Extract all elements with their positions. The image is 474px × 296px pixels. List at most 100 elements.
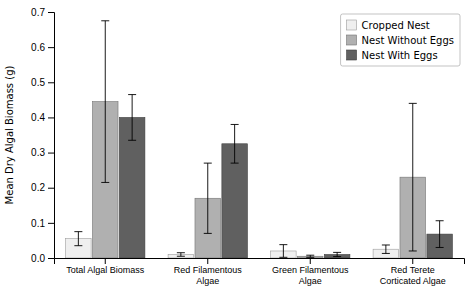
legend-label: Cropped Nest [362,20,430,31]
error-bar [177,253,185,257]
error-bar [74,232,82,246]
error-bar-stem [439,221,440,248]
legend-item: Cropped Nest [347,20,430,31]
y-tick-mark [48,188,54,189]
legend-swatch [347,35,357,45]
error-bar-stem [234,124,235,163]
legend-label: Nest With Eggs [362,50,438,61]
error-bar-cap [231,163,239,164]
error-bar-cap [333,252,341,253]
y-tick-mark [48,12,54,13]
error-bar-stem [78,232,79,246]
error-bar-cap [333,256,341,257]
x-tick-label-line: Total Algal Biomass [66,265,145,275]
error-bar [306,255,314,257]
error-bar-stem [105,21,106,183]
y-tick-label: 0.3 [31,147,45,158]
y-tick-label: 0.7 [31,7,45,18]
legend: Cropped Nest Nest Without Eggs Nest With E… [341,14,460,66]
x-tick-label-line: Green Filamentous [272,265,349,275]
error-bar [409,103,417,251]
error-bar-cap [101,182,109,183]
x-tick-mark [105,258,106,264]
error-bar-cap [177,252,185,253]
legend-label: Nest Without Eggs [362,35,454,46]
x-axis-line [55,259,465,265]
x-tick: Red FilamentousAlgae [174,258,243,286]
error-bar-cap [409,103,417,104]
x-tick-label-line: Red Filamentous [174,265,243,275]
error-bar [436,221,444,248]
x-tick-label: Total Algal Biomass [66,265,145,275]
chart: 0.0 0.1 0.2 0.3 0.4 0.5 0.6 0.7 Total Algal Biom… [0,0,474,296]
error-bar-cap [436,220,444,221]
error-bar-stem [180,253,181,257]
x-tick-label-line: Algae [299,276,322,286]
error-bar-cap [409,250,417,251]
error-bar [333,252,341,256]
error-bar-cap [204,163,212,164]
error-bar [279,245,287,258]
x-axis: Total Algal BiomassRed FilamentousAlgaeG… [55,258,465,286]
y-tick: 0.6 [31,42,54,53]
error-bar-stem [337,252,338,256]
error-bar-stem [385,245,386,253]
y-tick: 0.7 [31,7,54,18]
y-tick: 0.5 [31,77,54,88]
series [119,95,452,258]
y-axis-title: Mean Dry Algal Biomass (g) [4,66,15,205]
legend-item: Nest With Eggs [347,50,438,61]
error-bar-cap [204,233,212,234]
y-axis-line [48,13,55,259]
error-bar [382,245,390,253]
error-bar-cap [382,253,390,254]
error-bar-cap [177,256,185,257]
y-tick: 0.1 [31,218,54,229]
error-bar-cap [101,20,109,21]
error-bar-stem [283,245,284,258]
plot-area: 0.0 0.1 0.2 0.3 0.4 0.5 0.6 0.7 Total Algal Biom… [31,7,464,286]
error-bar [231,124,239,163]
error-bar [101,21,109,183]
x-tick-mark [310,258,311,264]
y-tick-mark [48,153,54,154]
error-bar-cap [128,140,136,141]
error-bar-cap [74,231,82,232]
legend-swatch [347,20,357,30]
error-bar-stem [132,95,133,141]
x-tick-label-line: Corticated Algae [380,276,446,286]
legend-item: Nest Without Eggs [347,35,454,46]
error-bar-cap [382,244,390,245]
y-tick-mark [48,223,54,224]
error-bar-stem [412,103,413,251]
error-bar-cap [279,244,287,245]
error-bar-cap [306,257,314,258]
legend-frame [341,14,460,66]
error-bar-cap [74,245,82,246]
y-tick: 0.0 [31,253,54,264]
y-tick-mark [48,117,54,118]
legend-swatch [347,50,357,60]
y-tick-mark [48,47,54,48]
y-tick-label: 0.6 [31,42,45,53]
x-tick-label-line: Red Terete [391,265,435,275]
error-bar [128,95,136,141]
error-bar-cap [306,255,314,256]
x-tick: Green FilamentousAlgae [272,258,349,286]
y-tick-mark [48,258,54,259]
error-bar-stem [207,163,208,233]
x-tick-mark [207,258,208,264]
x-tick-mark [412,258,413,264]
x-tick-label: Red FilamentousAlgae [174,265,243,285]
error-bar-cap [436,247,444,248]
error-bar-cap [128,94,136,95]
y-tick-label: 0.4 [31,112,45,123]
x-tick-label: Green FilamentousAlgae [272,265,349,285]
y-tick: 0.3 [31,147,54,158]
y-tick-label: 0.2 [31,182,45,193]
y-tick-label: 0.0 [31,253,45,264]
y-tick: 0.4 [31,112,54,123]
error-bar [204,163,212,233]
y-tick-label: 0.1 [31,218,45,229]
x-tick-label: Red TereteCorticated Algae [380,265,446,285]
